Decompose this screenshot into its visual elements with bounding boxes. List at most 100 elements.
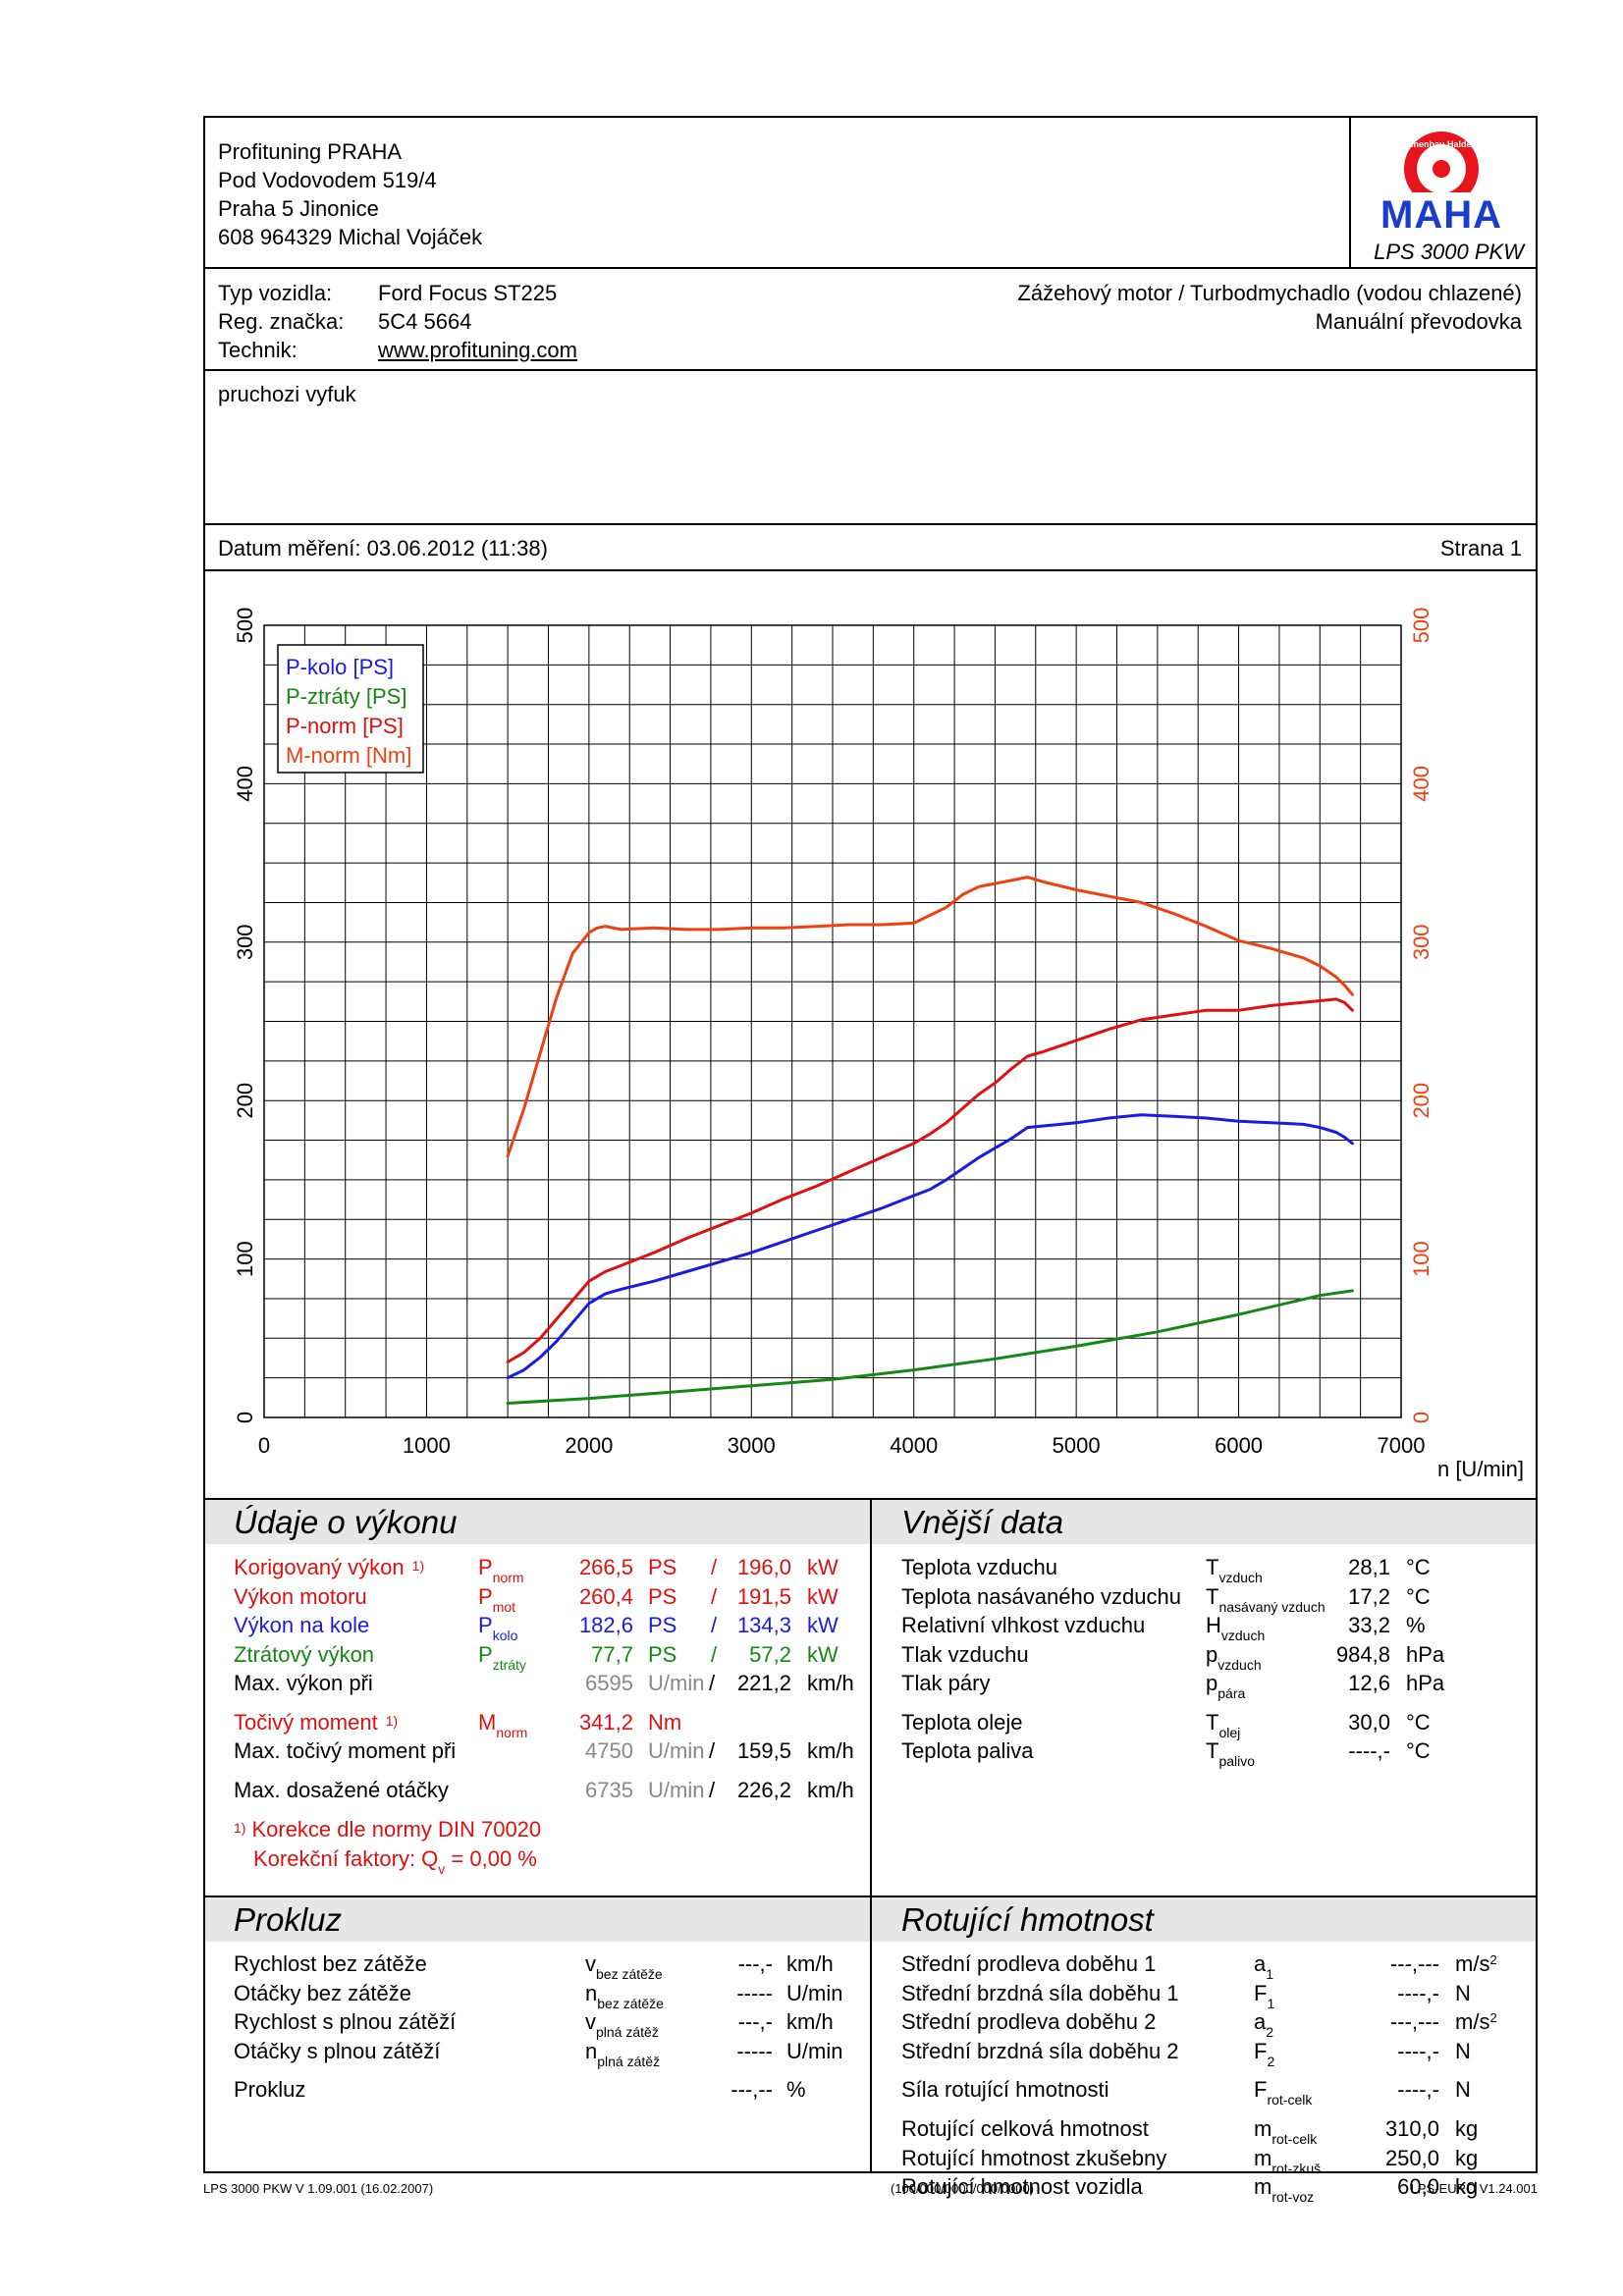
perf-label: Ztrátový výkon — [234, 1641, 375, 1667]
footnote-mark: 1) — [234, 1820, 246, 1836]
maha-logo: Maschinenbau Haldenwang MAHA — [1371, 126, 1518, 237]
external-symbol-subscript: olej — [1218, 1725, 1241, 1740]
type-value: Ford Focus ST225 — [378, 281, 558, 305]
rotating-symbol-letter: m — [1254, 2145, 1272, 2170]
perf-symbol: Pztráty — [478, 1640, 526, 1673]
series-line-4 — [506, 876, 1354, 1158]
prokluz-unit: % — [786, 2077, 806, 2102]
perf-symbol-letter: P — [478, 1613, 493, 1637]
slip-symbol-subscript: plná zátěž — [596, 2024, 659, 2040]
footer-right: LPS-EURO V1.24.001 — [1410, 2181, 1538, 2196]
external-symbol-letter: p — [1206, 1641, 1218, 1667]
gearbox-type: Manuální převodovka — [1315, 309, 1522, 334]
max-power-rpm: 6595 — [585, 1671, 633, 1695]
x-tick-label: 1000 — [403, 1433, 451, 1458]
external-title: Vnější data — [901, 1504, 1064, 1540]
rotating-symbol-subscript: rot-zkuš — [1271, 2160, 1322, 2176]
divider — [203, 267, 1538, 269]
rotating-symbol-subscript: rot-voz — [1271, 2189, 1315, 2205]
external-symbol-subscript: palivo — [1218, 1753, 1256, 1769]
rotating-label: Střední prodleva doběhu 1 — [901, 1951, 1157, 1976]
y-tick-label-right: 0 — [1409, 1412, 1434, 1423]
external-symbol-subscript: vzduch — [1217, 1656, 1262, 1673]
correction-label: Korekční faktory: Q — [253, 1846, 439, 1871]
prokluz-value: ---,-- — [730, 2077, 773, 2102]
rotating-symbol-subscript: 1 — [1267, 1995, 1275, 2011]
chart-series — [506, 876, 1354, 1405]
perf-separator: / — [711, 1555, 718, 1579]
y-tick-label-left: 400 — [233, 766, 257, 802]
max-torque-rpm-unit: U/min — [648, 1738, 705, 1763]
unit-exponent: 2 — [1489, 2010, 1497, 2025]
perf-value-ps: 182,6 — [578, 1613, 633, 1637]
footer-center: (100/000/0000/000/0000) — [890, 2181, 1034, 2196]
rotating-symbol-subscript: 1 — [1266, 1966, 1274, 1982]
perf-label: Výkon na kole — [234, 1613, 370, 1637]
external-value: 17,2 — [1348, 1583, 1390, 1609]
prokluz-label: Prokluz — [234, 2077, 306, 2102]
external-symbol-subscript: nasávaný vzduch — [1218, 1598, 1325, 1615]
divider — [870, 1498, 872, 2173]
perf-symbol: Pmot — [478, 1582, 516, 1615]
company-line: Profituning PRAHA — [218, 139, 403, 164]
page-number: Strana 1 — [1439, 536, 1522, 561]
external-symbol: Tolej — [1206, 1708, 1241, 1740]
chart-legend: P-kolo [PS] P-ztráty [PS] P-norm [PS] M-nor… — [277, 644, 424, 774]
perf-value-kw: 191,5 — [736, 1583, 791, 1609]
legend-entry: M-norm [Nm] — [286, 743, 411, 768]
series-line-2 — [506, 1289, 1354, 1405]
reg-label: Reg. značka: — [218, 309, 345, 334]
maha-logo-graphic: Maschinenbau Haldenwang MAHA — [1373, 132, 1510, 237]
perf-symbol-subscript: mot — [492, 1598, 516, 1615]
rotating-symbol: F1 — [1254, 1979, 1275, 2011]
perf-symbol-subscript: norm — [492, 1570, 524, 1585]
rotating-unit: N — [1455, 1980, 1471, 2005]
external-value: 30,0 — [1348, 1710, 1390, 1735]
x-axis-label: n [U/min] — [1437, 1457, 1524, 1481]
y-tick-label-left: 100 — [233, 1241, 257, 1277]
slip-unit: km/h — [786, 2009, 834, 2034]
rotating-symbol-subscript: 2 — [1267, 2053, 1275, 2069]
slip-value: ---,- — [737, 1951, 773, 1976]
slip-label: Otáčky s plnou zátěží — [234, 2038, 441, 2063]
measurement-note: pruchozi vyfuk — [218, 382, 356, 406]
legend-entry: P-kolo [PS] — [286, 655, 394, 679]
max-power-speed: 221,2 — [736, 1671, 791, 1695]
max-rpm-separator: / — [709, 1778, 716, 1802]
slip-symbol: nbez zátěže — [585, 1979, 664, 2011]
rotating-symbol: mrot-voz — [1254, 2172, 1315, 2205]
perf-unit-ps: PS — [648, 1583, 677, 1609]
x-tick-label: 7000 — [1378, 1433, 1426, 1458]
max-power-rpm-unit: U/min — [648, 1671, 705, 1695]
external-symbol-letter: T — [1206, 1738, 1219, 1763]
company-line: Praha 5 Jinonice — [218, 196, 379, 221]
rotating-symbol-subscript: rot-celk — [1267, 2092, 1313, 2108]
perf-symbol: Pnorm — [478, 1553, 524, 1585]
rotating-label: Střední brzdná síla doběhu 2 — [901, 2038, 1179, 2063]
rotating-symbol-subscript: rot-celk — [1271, 2131, 1318, 2147]
external-label: Relativní vlhkost vzduchu — [901, 1613, 1146, 1637]
max-torque-separator: / — [709, 1738, 716, 1763]
logo-ring-text: Maschinenbau Haldenwang — [1383, 139, 1499, 149]
rotating-symbol: a1 — [1254, 1949, 1274, 1982]
rotating-value: ---,--- — [1389, 2009, 1439, 2034]
external-value: 984,8 — [1335, 1641, 1390, 1667]
tech-link[interactable]: www.profituning.com — [378, 338, 577, 362]
divider — [203, 369, 1538, 371]
rotating-label: Rotující hmotnost vozidla — [901, 2174, 1143, 2199]
external-symbol: Tpalivo — [1206, 1736, 1256, 1769]
external-symbol-subscript: vzduch — [1220, 1628, 1266, 1643]
perf-value-ps: 260,4 — [578, 1583, 633, 1609]
performance-title: Údaje o výkonu — [234, 1504, 458, 1540]
rotating-label: Síla rotující hmotnosti — [901, 2077, 1109, 2102]
y-tick-label-right: 200 — [1409, 1083, 1434, 1119]
correction-subscript: v — [438, 1861, 446, 1877]
y-tick-label-left: 0 — [233, 1412, 257, 1423]
perf-value-kw: 57,2 — [749, 1641, 791, 1667]
type-label: Typ vozidla: — [218, 281, 333, 305]
slip-symbol: vbez zátěže — [585, 1949, 663, 1982]
engine-type: Zážehový motor / Turbodmychadlo (vodou c… — [1017, 281, 1522, 305]
perf-symbol-letter: P — [478, 1555, 493, 1579]
rotating-unit: N — [1455, 2038, 1471, 2063]
rotating-symbol-letter: m — [1254, 2174, 1272, 2199]
